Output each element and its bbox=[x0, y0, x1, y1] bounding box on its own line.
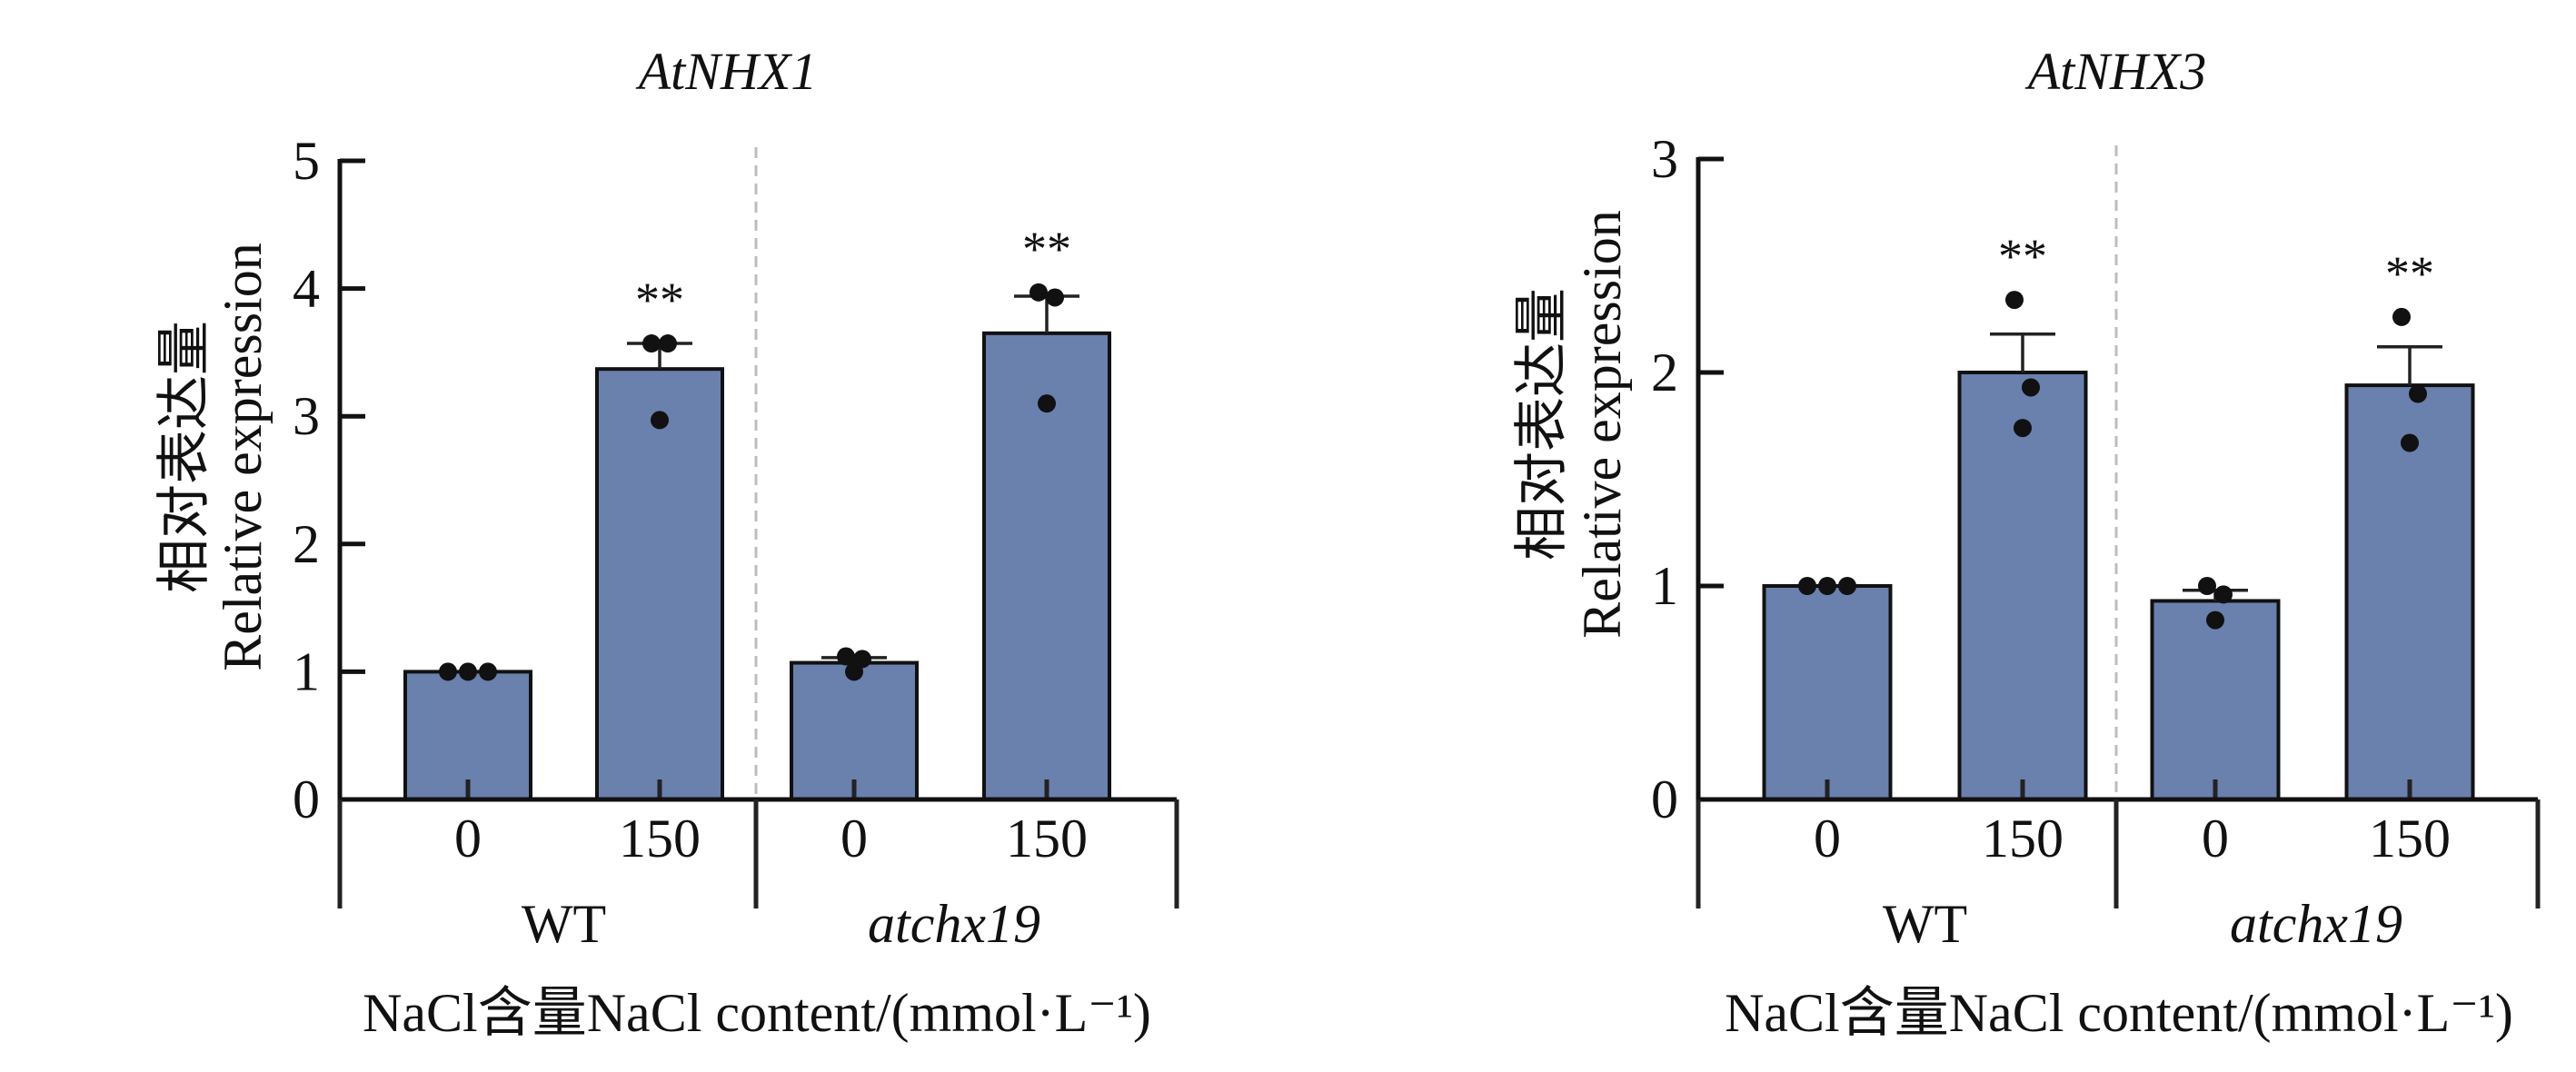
x-tick-label: 0 bbox=[454, 809, 482, 869]
data-point bbox=[2014, 419, 2032, 438]
data-point bbox=[2022, 378, 2040, 397]
y-tick-label: 5 bbox=[293, 131, 320, 191]
significance-label: ** bbox=[635, 273, 684, 327]
y-tick-label: 0 bbox=[1651, 769, 1678, 829]
y-tick-label: 4 bbox=[293, 259, 320, 319]
data-point bbox=[479, 662, 497, 681]
y-axis-label: Relative expression bbox=[1572, 210, 1632, 639]
data-point bbox=[2005, 291, 2024, 310]
x-tick-label: 0 bbox=[840, 809, 868, 869]
y-tick-label: 1 bbox=[1651, 556, 1678, 616]
bar bbox=[1957, 371, 2088, 801]
group-label-1: WT bbox=[1883, 894, 1967, 954]
bar bbox=[790, 660, 919, 801]
data-point bbox=[1838, 577, 1856, 595]
x-tick-label: 150 bbox=[2369, 809, 2451, 869]
bar bbox=[1762, 584, 1893, 801]
data-point bbox=[2206, 610, 2224, 630]
data-point bbox=[659, 334, 677, 353]
data-point bbox=[2198, 577, 2216, 595]
bar bbox=[595, 367, 724, 801]
data-point bbox=[2392, 307, 2411, 326]
x-tick-label: 0 bbox=[1814, 809, 1841, 869]
chart-title: AtNHX3 bbox=[2024, 42, 2207, 101]
data-point bbox=[439, 662, 457, 681]
significance-label: ** bbox=[1022, 222, 1071, 276]
data-point bbox=[2401, 433, 2419, 452]
chart-title: AtNHX1 bbox=[635, 42, 818, 101]
data-point bbox=[837, 647, 855, 666]
group-label-1: WT bbox=[522, 894, 606, 954]
data-point bbox=[1029, 283, 1048, 302]
y-tick-label: 2 bbox=[293, 514, 320, 574]
group-label-2: atchx19 bbox=[2230, 894, 2402, 954]
data-point bbox=[845, 662, 863, 681]
significance-label: ** bbox=[1998, 229, 2047, 283]
x-tick-label: 150 bbox=[619, 809, 701, 869]
bar bbox=[2344, 383, 2475, 801]
x-axis-title: NaCl含量NaCl content/(mmol·L⁻¹) bbox=[363, 983, 1151, 1043]
chart-panel-2: AtNHX3 相对表达量 Relative expression 0 1 2 3 0 ** 150… bbox=[1512, 42, 2541, 1043]
data-point bbox=[2409, 384, 2427, 403]
y-axis-label-zh: 相对表达量 bbox=[1512, 288, 1572, 561]
x-tick-label: 0 bbox=[2202, 809, 2229, 869]
y-tick-label: 3 bbox=[1651, 129, 1678, 189]
y-axis-label-zh: 相对表达量 bbox=[154, 321, 214, 593]
x-axis-title: NaCl含量NaCl content/(mmol·L⁻¹) bbox=[1725, 983, 2513, 1043]
y-tick-label: 2 bbox=[1651, 342, 1678, 402]
data-point bbox=[1818, 577, 1836, 595]
x-tick-label: 150 bbox=[1982, 809, 2064, 869]
y-tick-label: 1 bbox=[293, 641, 320, 701]
data-point bbox=[1038, 394, 1056, 413]
data-point bbox=[1046, 288, 1064, 307]
significance-label: ** bbox=[2385, 246, 2434, 301]
y-axis-label: Relative expression bbox=[213, 243, 273, 671]
bar bbox=[2150, 599, 2281, 802]
data-point bbox=[459, 662, 477, 681]
data-point bbox=[642, 334, 661, 353]
y-tick-label: 0 bbox=[293, 769, 320, 829]
data-point bbox=[651, 411, 669, 430]
group-label-2: atchx19 bbox=[868, 894, 1040, 954]
data-point bbox=[1798, 577, 1816, 595]
bar bbox=[403, 670, 532, 802]
x-tick-label: 150 bbox=[1006, 809, 1088, 869]
y-tick-label: 3 bbox=[293, 386, 320, 446]
data-point bbox=[2214, 585, 2233, 604]
